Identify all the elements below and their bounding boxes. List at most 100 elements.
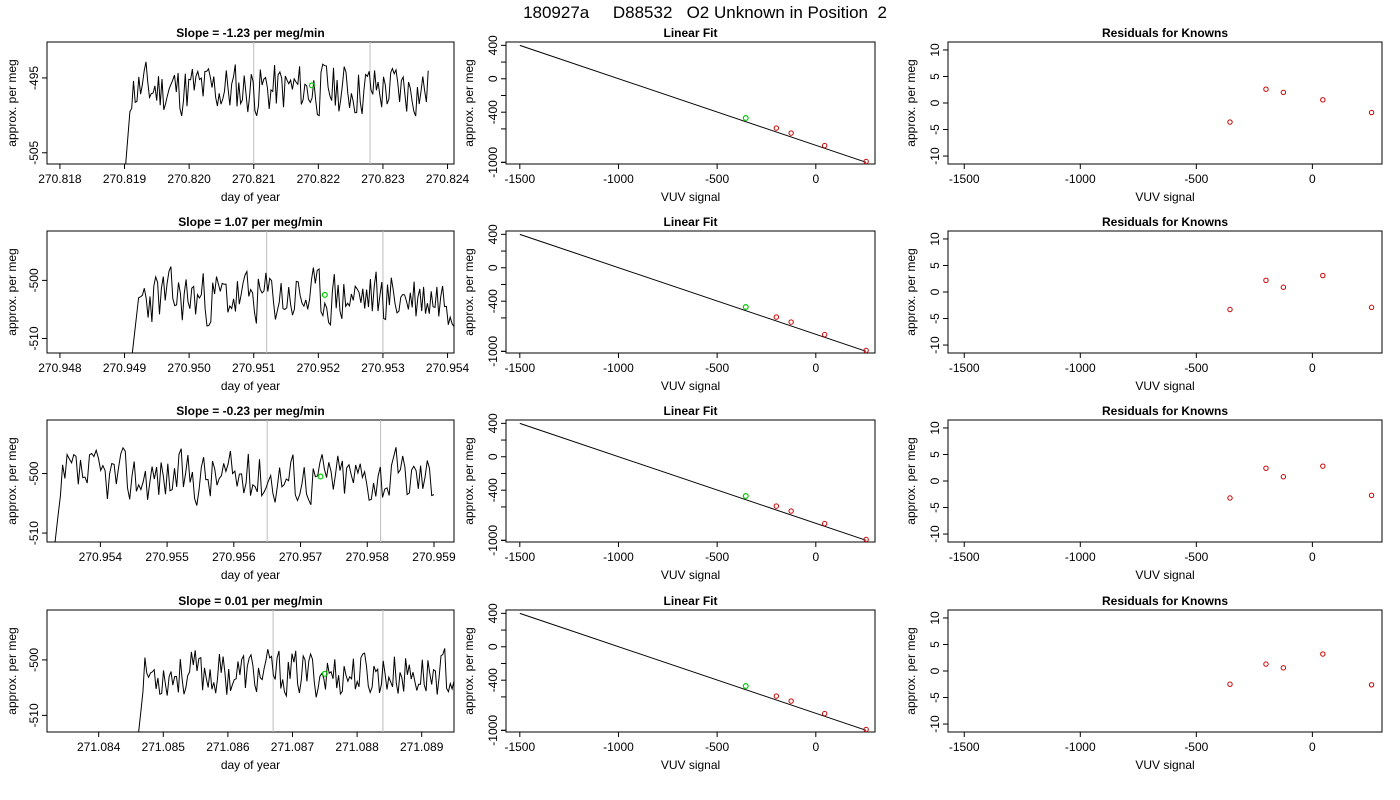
y-tick-label: -1000 — [486, 336, 500, 367]
y-tick-label: -495 — [27, 66, 41, 90]
plot-area — [125, 42, 429, 164]
panel-title: Linear Fit — [663, 404, 717, 418]
known-point — [863, 726, 869, 732]
y-tick-label: -510 — [27, 521, 41, 545]
x-tick-label: 270.824 — [426, 172, 470, 186]
y-tick-label: -500 — [27, 648, 41, 672]
x-tick-label: 270.957 — [279, 550, 323, 564]
panel-r1-fit: Linear Fit -1500 -1000 -500 0 VUV signal 400 0 -… — [462, 26, 876, 204]
x-tick-label: 270.953 — [361, 361, 405, 375]
panel-title: Residuals for Knowns — [1102, 404, 1228, 418]
panel-grid: Slope = -1.23 per meg/min 270.818 270.819 2… — [5, 26, 1383, 772]
known-point — [863, 158, 869, 164]
x-tick-label: -1000 — [603, 550, 634, 564]
y-tick-label: -10 — [928, 336, 942, 354]
known-point — [863, 347, 869, 353]
panel-title: Slope = -1.23 per meg/min — [176, 26, 324, 40]
known-point — [821, 331, 828, 338]
panel-r2-time: Slope = 1.07 per meg/min 270.948 270.949 27… — [5, 215, 470, 393]
y-tick-label: 5 — [928, 451, 942, 458]
panel-r1-time: Slope = -1.23 per meg/min 270.818 270.819 2… — [5, 26, 470, 204]
x-tick-label: 0 — [1309, 740, 1316, 754]
fit-line — [519, 44, 867, 163]
x-tick-label: 0 — [812, 550, 819, 564]
x-axis-label: VUV signal — [1135, 379, 1194, 393]
time-series-trace — [138, 648, 454, 732]
plot-frame — [505, 609, 876, 733]
x-axis-label: day of year — [221, 190, 280, 204]
plot-frame — [947, 41, 1383, 165]
y-tick-label: 400 — [486, 603, 500, 623]
x-tick-label: -1500 — [949, 740, 980, 754]
plot-area — [1227, 86, 1375, 125]
y-axis-label: approx. per meg — [904, 627, 918, 714]
y-tick-label: 0 — [928, 477, 942, 484]
x-tick-label: -1500 — [504, 361, 535, 375]
x-axis-label: day of year — [221, 758, 280, 772]
panel-r4-fit: Linear Fit -1500 -1000 -500 0 VUV signal 400 0 -… — [462, 594, 876, 772]
panel-r3-fit: Linear Fit -1500 -1000 -500 0 VUV signal 400 0 -… — [462, 404, 876, 582]
x-tick-label: 0 — [1309, 172, 1316, 186]
x-tick-label: -500 — [1184, 361, 1208, 375]
y-tick-label: -5 — [928, 313, 942, 324]
fit-line — [519, 612, 867, 731]
residual-point — [1320, 463, 1326, 469]
plot-area — [54, 420, 435, 542]
y-tick-label: 0 — [486, 453, 500, 460]
y-axis-label: approx. per meg — [5, 248, 19, 335]
panel-title: Residuals for Knowns — [1102, 215, 1228, 229]
y-tick-label: 5 — [928, 73, 942, 80]
y-axis-label: approx. per meg — [5, 59, 19, 146]
x-tick-label: -1000 — [1065, 361, 1096, 375]
plot-area — [131, 231, 454, 353]
x-tick-label: 271.086 — [206, 740, 250, 754]
x-axis-label: VUV signal — [661, 379, 720, 393]
x-axis-label: day of year — [221, 568, 280, 582]
x-tick-label: -1000 — [1065, 172, 1096, 186]
x-tick-label: 270.818 — [38, 172, 82, 186]
residual-point — [1320, 97, 1326, 103]
unknown-mean-marker — [321, 291, 328, 298]
residual-point — [1263, 661, 1269, 667]
known-point — [821, 710, 828, 717]
panel-r4-time: Slope = 0.01 per meg/min 271.084 271.085 27… — [5, 594, 455, 772]
x-tick-label: -1500 — [504, 740, 535, 754]
y-tick-label: 0 — [486, 264, 500, 271]
x-tick-label: 270.949 — [103, 361, 147, 375]
y-tick-label: 10 — [928, 232, 942, 246]
x-tick-label: -1500 — [949, 172, 980, 186]
x-tick-label: -500 — [1184, 740, 1208, 754]
y-axis-label: approx. per meg — [462, 627, 476, 714]
x-tick-label: 271.084 — [77, 740, 121, 754]
x-tick-label: -1500 — [504, 550, 535, 564]
y-tick-label: -5 — [928, 502, 942, 513]
y-tick-label: -505 — [27, 140, 41, 164]
y-tick-label: 0 — [486, 643, 500, 650]
y-tick-label: -5 — [928, 124, 942, 135]
y-axis-label: approx. per meg — [462, 59, 476, 146]
x-tick-label: 270.959 — [412, 550, 456, 564]
panel-title: Linear Fit — [663, 215, 717, 229]
residual-point — [1227, 681, 1233, 687]
residual-point — [1320, 272, 1326, 279]
x-tick-label: -1500 — [504, 172, 535, 186]
residual-point — [1368, 109, 1375, 116]
x-tick-label: -500 — [705, 740, 729, 754]
y-tick-label: -1000 — [486, 147, 500, 178]
y-tick-label: -5 — [928, 692, 942, 703]
y-tick-label: -10 — [928, 147, 942, 165]
plot-frame — [505, 41, 876, 165]
plot-frame — [46, 230, 455, 354]
y-tick-label: -10 — [928, 525, 942, 543]
panel-r4-res: Residuals for Knowns -1500 -1000 -500 0 VUV s… — [904, 594, 1383, 772]
y-axis-label: approx. per meg — [5, 437, 19, 524]
residual-point — [1263, 86, 1269, 92]
residual-point — [1227, 495, 1233, 501]
x-tick-label: 0 — [812, 740, 819, 754]
x-tick-label: 270.951 — [232, 361, 276, 375]
known-point — [773, 693, 780, 699]
x-tick-label: 271.089 — [400, 740, 444, 754]
panel-r2-res: Residuals for Knowns -1500 -1000 -500 0 VUV s… — [904, 215, 1383, 393]
x-tick-label: 270.954 — [79, 550, 123, 564]
known-point — [863, 536, 869, 542]
